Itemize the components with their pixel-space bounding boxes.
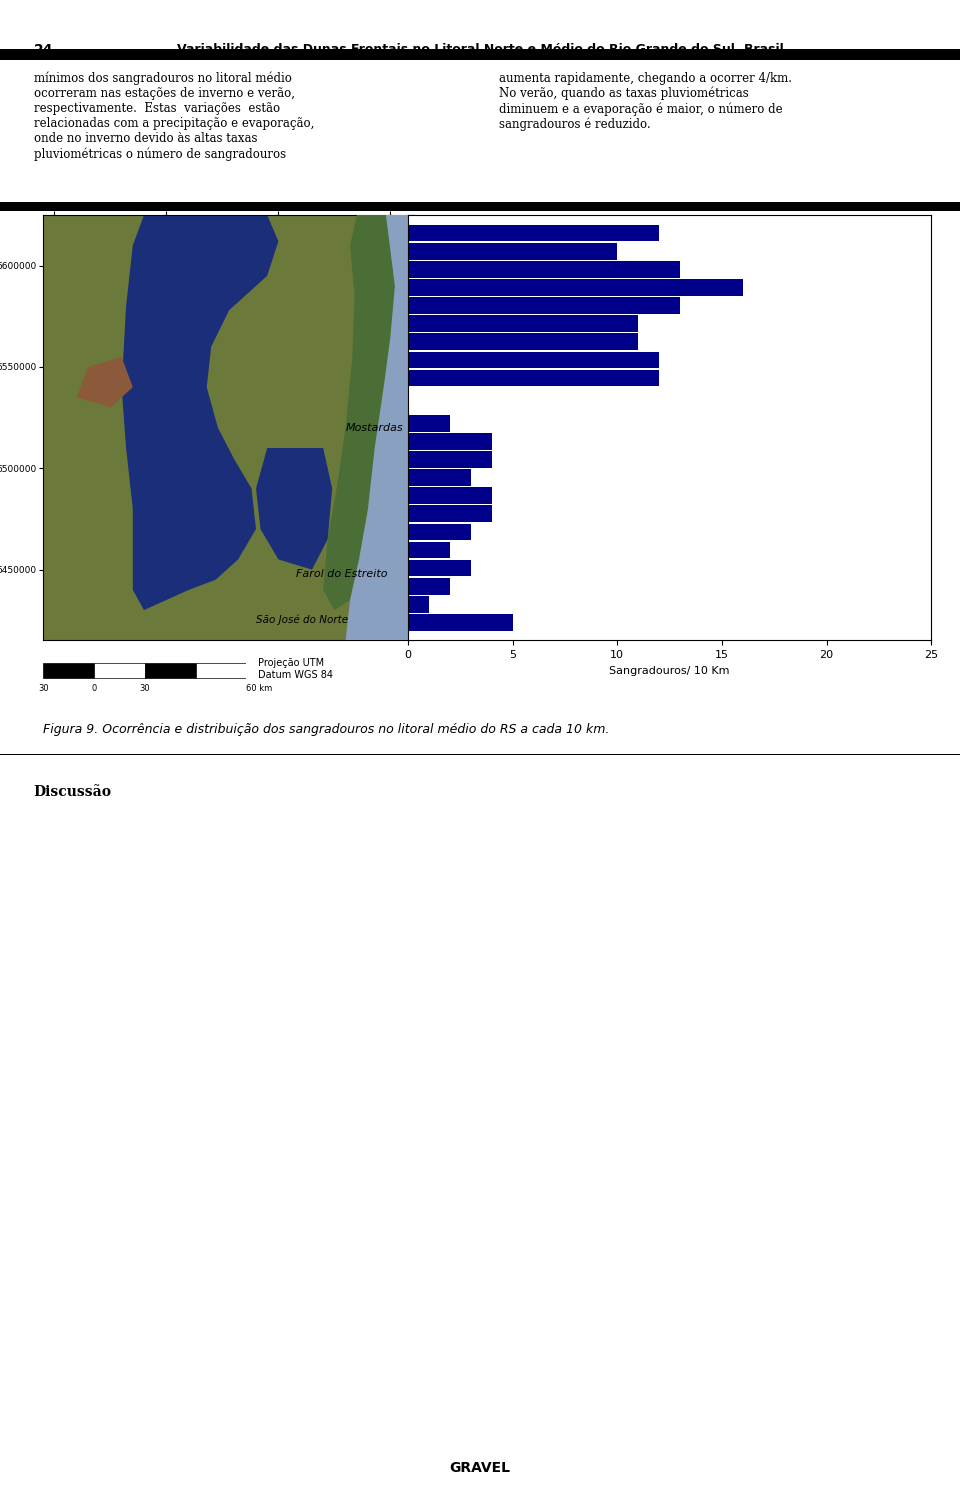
- Bar: [408, 333, 638, 349]
- Bar: [408, 315, 638, 331]
- Bar: [408, 542, 450, 558]
- Text: São José do Norte: São José do Norte: [256, 615, 348, 626]
- Bar: [408, 506, 492, 523]
- Polygon shape: [122, 215, 278, 611]
- Text: 24: 24: [34, 43, 53, 57]
- Bar: [408, 297, 680, 314]
- Polygon shape: [256, 448, 332, 569]
- Text: 60 km: 60 km: [247, 684, 273, 693]
- Bar: [408, 225, 660, 242]
- Bar: [408, 560, 470, 576]
- Text: Farol do Estreito: Farol do Estreito: [297, 569, 388, 579]
- Bar: [408, 351, 660, 369]
- Polygon shape: [346, 215, 413, 640]
- Text: Mostardas: Mostardas: [346, 423, 403, 433]
- Bar: [408, 614, 513, 630]
- Bar: [408, 469, 470, 485]
- Text: 30: 30: [37, 684, 49, 693]
- Bar: [145, 663, 196, 678]
- Bar: [94, 663, 145, 678]
- Polygon shape: [151, 488, 216, 549]
- Polygon shape: [43, 215, 413, 640]
- Bar: [408, 370, 660, 387]
- Bar: [408, 524, 470, 540]
- Text: Variabilidade das Dunas Frontais no Litoral Norte e Médio do Rio Grande do Sul, : Variabilidade das Dunas Frontais no Lito…: [177, 43, 783, 57]
- Bar: [43, 663, 94, 678]
- X-axis label: Sangradouros/ 10 Km: Sangradouros/ 10 Km: [610, 666, 730, 676]
- Text: mínimos dos sangradouros no litoral médio
ocorreram nas estações de inverno e ve: mínimos dos sangradouros no litoral médi…: [34, 72, 314, 161]
- Polygon shape: [77, 357, 132, 408]
- Bar: [408, 487, 492, 505]
- Bar: [196, 663, 247, 678]
- Bar: [408, 243, 617, 260]
- Bar: [408, 415, 450, 431]
- Bar: [408, 261, 680, 278]
- Text: Discussão: Discussão: [34, 785, 111, 799]
- Text: GRAVEL: GRAVEL: [449, 1462, 511, 1475]
- Bar: [408, 433, 492, 449]
- Text: 30: 30: [139, 684, 150, 693]
- Bar: [408, 596, 429, 612]
- Text: aumenta rapidamente, chegando a ocorrer 4/km.
No verão, quando as taxas pluviomé: aumenta rapidamente, chegando a ocorrer …: [499, 72, 792, 131]
- Text: Figura 9. Ocorrência e distribuição dos sangradouros no litoral médio do RS a ca: Figura 9. Ocorrência e distribuição dos …: [43, 723, 610, 736]
- Text: Projeção UTM
Datum WGS 84: Projeção UTM Datum WGS 84: [257, 658, 332, 679]
- Text: 0: 0: [91, 684, 97, 693]
- Bar: [408, 279, 743, 296]
- Bar: [408, 451, 492, 467]
- Bar: [408, 578, 450, 594]
- Polygon shape: [324, 215, 397, 611]
